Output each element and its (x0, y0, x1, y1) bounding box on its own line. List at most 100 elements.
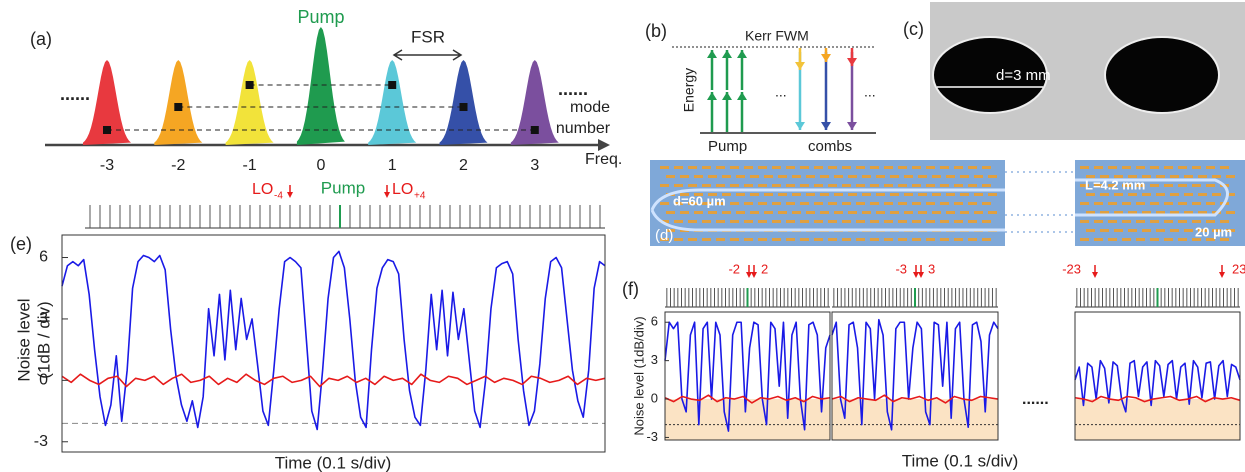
mode-peak (439, 60, 488, 145)
shade (1075, 399, 1240, 440)
electrode (968, 220, 977, 223)
electrode (1094, 166, 1103, 169)
electrode (674, 202, 683, 205)
electrode (926, 220, 935, 223)
electrode (1122, 220, 1131, 223)
electrode (786, 166, 795, 169)
electrode (786, 184, 795, 187)
electrode (1206, 202, 1215, 205)
electrode (1170, 175, 1179, 178)
electrode (1080, 238, 1089, 241)
electrode (960, 211, 969, 214)
panel-label: (d) (655, 227, 673, 244)
plot-frame (664, 311, 831, 441)
arrow-head (722, 50, 732, 58)
electrode (918, 193, 927, 196)
electrode (1142, 211, 1151, 214)
axis-label: Freq. (585, 151, 622, 168)
y-axis-label: Noise level (1dB/div) (631, 316, 646, 435)
electrode (744, 166, 753, 169)
electrode (954, 238, 963, 241)
electrode (968, 202, 977, 205)
electrode (778, 175, 787, 178)
mode-peak (296, 27, 345, 145)
electrode (828, 202, 837, 205)
y-tick-label: 0 (651, 390, 658, 405)
electrode (736, 193, 745, 196)
fsr-label: FSR (411, 27, 445, 46)
trace (664, 321, 831, 432)
electrode (932, 175, 941, 178)
electrode (862, 211, 871, 214)
electrode (708, 193, 717, 196)
pump-label: Pump (297, 7, 344, 27)
electrode (870, 202, 879, 205)
electrode (792, 193, 801, 196)
arrow-head (847, 122, 857, 130)
mode-label: 2 (459, 157, 468, 174)
electrode (828, 166, 837, 169)
electrode (800, 184, 809, 187)
electrode (912, 184, 921, 187)
electrode (898, 220, 907, 223)
electrode (856, 202, 865, 205)
electrode (1114, 229, 1123, 232)
lo-arrow (1219, 272, 1225, 278)
electrode (736, 211, 745, 214)
trace (61, 250, 606, 431)
comb-label: combs (808, 138, 852, 155)
electrode (1170, 193, 1179, 196)
arrow (598, 139, 610, 151)
electrode (660, 184, 669, 187)
electrode (702, 166, 711, 169)
electrode (750, 211, 759, 214)
electrode (1080, 202, 1089, 205)
electrode (1226, 229, 1235, 232)
electrode (680, 175, 689, 178)
dim-label: d=3 mm (996, 67, 1051, 84)
electrode (926, 166, 935, 169)
electrode (778, 193, 787, 196)
electrode (772, 202, 781, 205)
electrode (842, 220, 851, 223)
hole (1104, 36, 1220, 114)
electrode (1100, 175, 1109, 178)
electrode (1184, 193, 1193, 196)
x-axis-label: Time (0.1 s/div) (275, 453, 392, 472)
electrode (940, 166, 949, 169)
electrode (702, 184, 711, 187)
y-tick-label: 6 (39, 249, 48, 266)
lo-arrow (746, 272, 752, 278)
electrode (968, 184, 977, 187)
electrode (988, 175, 997, 178)
arrow-head (795, 62, 805, 70)
electrode (1142, 229, 1151, 232)
electrode (982, 184, 991, 187)
trace (831, 318, 999, 431)
electrode (982, 220, 991, 223)
electrode (814, 238, 823, 241)
electrode (848, 193, 857, 196)
mode-peak (368, 60, 417, 145)
electrode (1150, 238, 1159, 241)
electrode (680, 211, 689, 214)
electrode (660, 220, 669, 223)
electrode (940, 238, 949, 241)
electrode (1122, 238, 1131, 241)
arrow-head (707, 92, 717, 100)
electrode (1164, 238, 1173, 241)
electrode (1108, 184, 1117, 187)
electrode (806, 175, 815, 178)
electrode (674, 220, 683, 223)
electrode (1178, 184, 1187, 187)
electrode (1086, 193, 1095, 196)
dim-label: d=60 µm (673, 193, 726, 208)
marker (103, 126, 111, 134)
electrode (828, 184, 837, 187)
electrode (702, 238, 711, 241)
electrode (730, 166, 739, 169)
electrode (932, 193, 941, 196)
electrode (946, 193, 955, 196)
mode-label: 0 (316, 157, 325, 174)
